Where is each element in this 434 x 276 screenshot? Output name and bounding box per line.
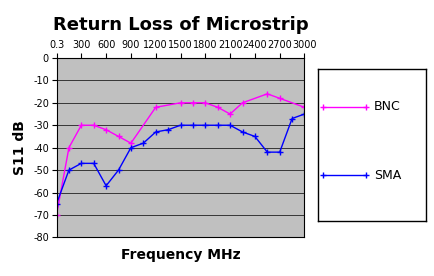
SMA [140,142,145,145]
Title: Return Loss of Microstrip: Return Loss of Microstrip [53,16,308,34]
SMA [178,124,183,127]
SMA [103,184,108,187]
SMA [165,128,170,131]
SMA [153,130,158,134]
SMA [289,117,294,120]
BNC [79,124,84,127]
BNC [115,135,121,138]
Y-axis label: S11 dB: S11 dB [13,120,27,175]
SMA [79,162,84,165]
Line: BNC: BNC [53,90,307,218]
SMA [128,146,133,149]
SMA [190,124,195,127]
BNC [103,128,108,131]
SMA [264,150,269,154]
X-axis label: Frequency MHz: Frequency MHz [120,248,240,262]
BNC [227,112,232,116]
BNC [202,101,207,105]
SMA [239,130,244,134]
SMA [276,150,282,154]
BNC [239,101,244,105]
BNC [214,106,220,109]
BNC [66,146,71,149]
Line: SMA: SMA [53,111,307,207]
BNC [153,106,158,109]
Text: SMA: SMA [373,169,401,182]
BNC [128,142,133,145]
BNC [276,97,282,100]
SMA [214,124,220,127]
BNC [54,213,59,217]
SMA [252,135,257,138]
SMA [301,112,306,116]
SMA [227,124,232,127]
SMA [91,162,96,165]
BNC [264,92,269,95]
BNC [178,101,183,105]
SMA [54,202,59,205]
SMA [66,168,71,172]
SMA [202,124,207,127]
SMA [115,168,121,172]
BNC [190,101,195,105]
BNC [91,124,96,127]
Text: BNC: BNC [373,100,400,113]
BNC [301,106,306,109]
